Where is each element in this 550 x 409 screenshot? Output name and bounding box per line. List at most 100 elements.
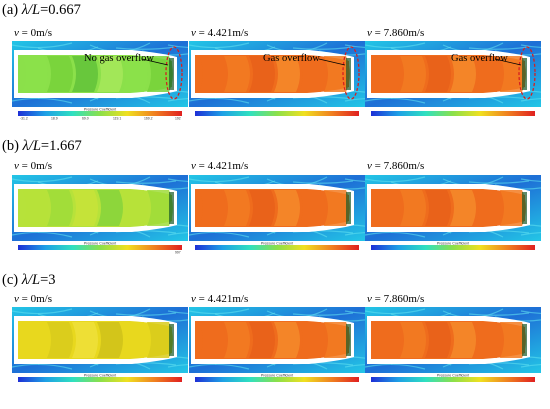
flow-streak [167, 232, 188, 236]
pressure-contour-band [450, 56, 476, 92]
color-legend-bar [18, 377, 182, 382]
legend-background [365, 373, 541, 377]
contour-plot: Pressure Coefficient [365, 307, 541, 386]
flow-streak [189, 308, 250, 315]
pressure-contour-band [400, 190, 426, 226]
legend-tick-label: 997 [175, 251, 181, 255]
contour-plot: Pressure Coefficient [12, 307, 188, 386]
contour-plot: Pressure Coefficient [189, 175, 365, 254]
legend-title: Pressure Coefficient [437, 242, 469, 246]
pressure-contour-band [274, 56, 300, 92]
pressure-contour-band [324, 322, 350, 358]
flow-streak [115, 312, 177, 316]
legend-tick-label: 69.0 [82, 117, 89, 121]
legend-background [189, 241, 365, 245]
legend-tick-label: 18.9 [51, 117, 58, 121]
flow-streak [468, 180, 530, 184]
pressure-contour-band [22, 322, 48, 358]
row-a-col1-velocity-label: v = 0m/s [14, 27, 52, 39]
row-c-col3-velocity-label: v = 7.860m/s [367, 293, 425, 305]
cavity-trailing-edge [169, 58, 174, 90]
color-legend-bar [18, 245, 182, 250]
row-c-col1-panel: Pressure Coefficient [12, 307, 188, 386]
annotation-arrow [318, 58, 346, 66]
pressure-contour-band [475, 322, 501, 358]
legend-background [12, 250, 188, 254]
row-a-col2-panel [189, 41, 365, 120]
legend-title: Pressure Coefficient [261, 374, 293, 378]
row-c-col2-velocity-label: v = 4.421m/s [191, 293, 249, 305]
flow-streak [520, 98, 541, 102]
pressure-contour-band [425, 56, 451, 92]
flow-streak [12, 42, 73, 49]
flow-streak [167, 44, 188, 48]
row-b-col1-velocity-label: v = 0m/s [14, 160, 52, 172]
pressure-contour-band [22, 56, 48, 92]
legend-background [12, 382, 188, 386]
pressure-contour-band [47, 56, 73, 92]
row-b-col3-velocity-label: v = 7.860m/s [367, 160, 425, 172]
pressure-contour-band [299, 322, 325, 358]
legend-background [189, 382, 365, 386]
pressure-contour-band [375, 190, 401, 226]
pressure-contour-band [147, 190, 173, 226]
flow-streak [115, 180, 177, 184]
pressure-contour-band [72, 56, 98, 92]
legend-tick-label: -31.2 [20, 117, 28, 121]
flow-streak [468, 46, 530, 50]
flow-streak [189, 231, 250, 238]
flow-streak [189, 176, 250, 183]
flow-streak [189, 363, 250, 370]
overflow-highlight-ellipse [342, 46, 360, 100]
legend-title: Pressure Coefficient [84, 242, 116, 246]
annotation-arrow [494, 58, 522, 66]
row-c-col2-panel: Pressure Coefficient [189, 307, 365, 386]
pressure-contour-band [97, 190, 123, 226]
flow-streak [365, 176, 426, 183]
legend-background [365, 107, 541, 111]
flow-streak [12, 97, 73, 104]
legend-tick-label: 169.2 [144, 117, 153, 121]
pressure-contour-band [249, 56, 275, 92]
legend-background [12, 116, 188, 120]
flow-streak [344, 98, 365, 102]
legend-background [12, 241, 188, 245]
color-legend-bar [195, 245, 359, 250]
contour-plot: Pressure Coefficient [189, 307, 365, 386]
legend-background [365, 382, 541, 386]
pressure-contour-band [199, 190, 225, 226]
pressure-contour-band [425, 322, 451, 358]
pressure-contour-band [22, 190, 48, 226]
row-a-col3-panel [365, 41, 541, 120]
contour-plot [189, 41, 365, 120]
pressure-contour-band [147, 322, 173, 358]
flow-streak [344, 310, 365, 314]
flow-streak [520, 232, 541, 236]
row-a-col1-annotation: No gas overflow [84, 53, 154, 64]
pressure-contour-band [47, 322, 73, 358]
annotation-arrow [141, 58, 169, 66]
pressure-contour-band [97, 56, 123, 92]
legend-title: Pressure Coefficient [84, 374, 116, 378]
row-a-col2-annotation: Gas overflow [263, 53, 320, 64]
flow-streak [365, 231, 426, 238]
flow-streak [365, 308, 426, 315]
flow-streak [115, 46, 177, 50]
cavity-trailing-edge [522, 324, 527, 356]
color-legend-bar [18, 111, 182, 116]
color-legend-bar [195, 377, 359, 382]
pressure-contour-band [122, 190, 148, 226]
legend-background [365, 250, 541, 254]
flow-streak [189, 42, 250, 49]
row-a-col2-velocity-label: v = 4.421m/s [191, 27, 249, 39]
flow-streak [167, 364, 188, 368]
row-a-label: (a) λ/L=0.667 [2, 2, 81, 18]
flow-streak [520, 44, 541, 48]
row-c-col1-velocity-label: v = 0m/s [14, 293, 52, 305]
flow-streak [292, 312, 354, 316]
row-a-col1-panel: Pressure Coefficient -31.2 18.9 69.0 119.1 16… [12, 41, 188, 120]
pressure-contour-band [249, 322, 275, 358]
pressure-contour-band [299, 56, 325, 92]
flow-streak [292, 46, 354, 50]
flow-streak [189, 97, 250, 104]
